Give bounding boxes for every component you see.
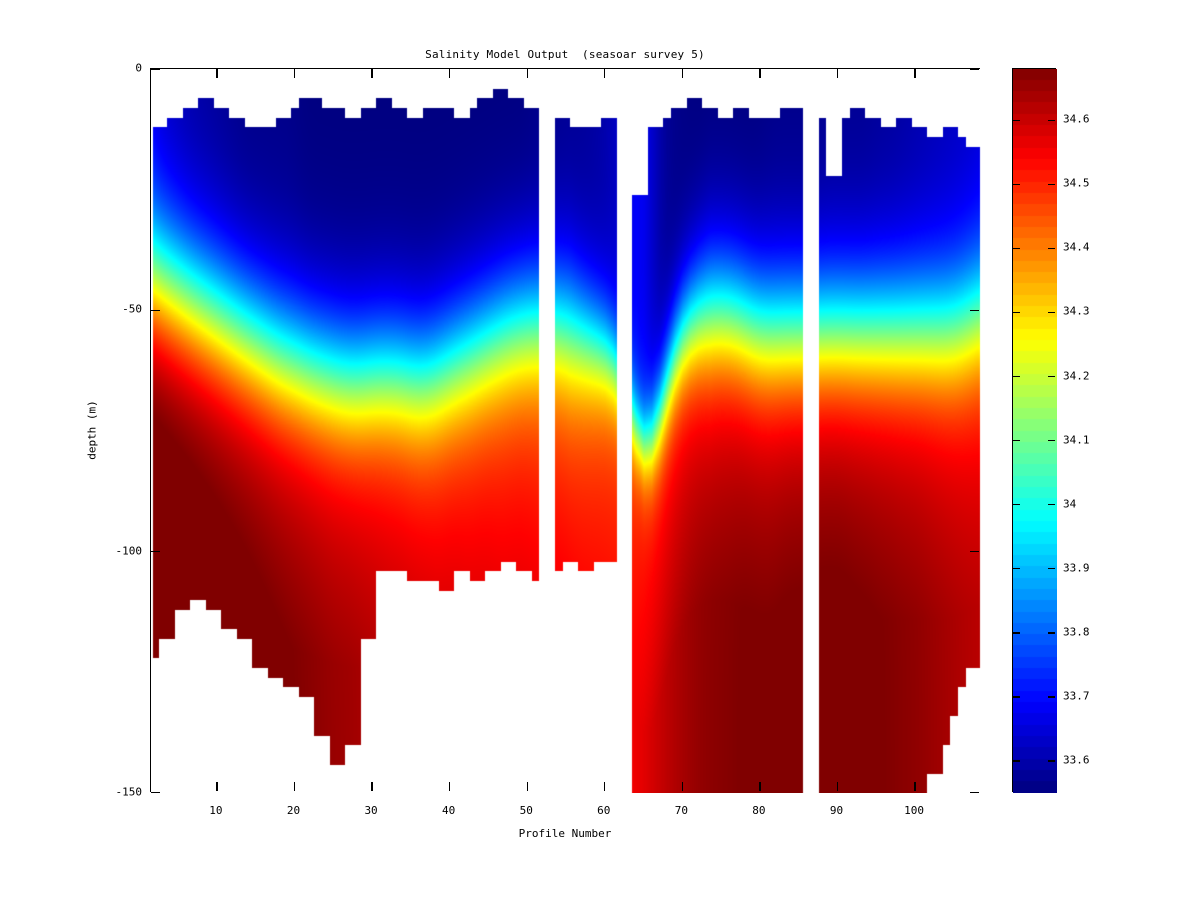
colorbar-tick (1048, 375, 1055, 378)
colorbar-tick-label: 33.6 (1063, 753, 1090, 767)
x-axis-tick (759, 69, 761, 78)
colorbar-tick (1048, 119, 1055, 121)
x-axis-tick-label: 70 (674, 804, 688, 817)
colorbar-tick (1013, 632, 1020, 634)
x-axis-tick-label: 80 (752, 804, 766, 817)
colorbar-tick-label: 34.6 (1063, 112, 1090, 126)
x-axis-tick (836, 69, 839, 78)
x-axis-tick (216, 782, 218, 791)
colorbar-tick (1048, 439, 1055, 442)
colorbar-tick (1048, 696, 1055, 698)
colorbar-tick (1013, 119, 1020, 121)
colorbar-tick-label: 33.9 (1063, 561, 1090, 575)
x-axis-tick (604, 782, 606, 791)
y-axis-tick (151, 69, 160, 71)
x-axis-tick (371, 782, 373, 791)
x-axis-tick (526, 782, 528, 791)
colorbar-tick-label: 33.7 (1063, 689, 1090, 703)
y-axis-tick (970, 309, 979, 312)
x-axis-tick (371, 69, 373, 78)
x-axis-tick (759, 782, 761, 791)
colorbar-tick (1048, 247, 1055, 250)
x-axis-tick (293, 69, 296, 78)
colorbar-tick (1013, 247, 1020, 250)
y-axis-tick (151, 550, 160, 553)
colorbar-tick-label: 34 (1063, 497, 1077, 511)
colorbar-tick-label: 34.4 (1063, 240, 1090, 254)
colorbar (1012, 68, 1057, 793)
colorbar-tick-label: 34.2 (1063, 369, 1090, 383)
salinity-section-heatmap (151, 69, 981, 793)
colorbar-tick (1048, 632, 1055, 634)
colorbar-tick (1013, 696, 1020, 698)
y-axis-tick-label: -150 (115, 785, 143, 799)
x-axis-tick-label: 50 (519, 804, 533, 817)
y-axis-tick (970, 791, 979, 793)
colorbar-tick (1013, 760, 1020, 762)
colorbar-tick-label: 34.5 (1063, 176, 1090, 190)
y-axis-tick-label: -100 (115, 544, 143, 558)
x-axis-tick (914, 782, 916, 791)
colorbar-tick (1048, 503, 1055, 506)
colorbar-tick (1013, 311, 1020, 314)
colorbar-tick (1048, 311, 1055, 314)
x-axis-tick (293, 782, 296, 791)
x-axis-tick (681, 782, 684, 791)
x-axis-tick (604, 69, 606, 78)
x-axis-tick-label: 60 (597, 804, 611, 817)
y-axis-tick (970, 550, 979, 553)
y-axis-label: depth (m) (85, 400, 99, 460)
y-axis-tick (970, 69, 979, 71)
colorbar-tick-label: 34.3 (1063, 304, 1090, 318)
x-axis-tick-label: 30 (364, 804, 378, 817)
colorbar-tick (1048, 568, 1055, 570)
colorbar-tick-label: 33.8 (1063, 625, 1090, 639)
x-axis-tick-label: 40 (442, 804, 456, 817)
y-axis-tick-label: 0 (135, 61, 142, 75)
x-axis-tick-label: 90 (829, 804, 844, 817)
colorbar-tick (1048, 183, 1055, 186)
x-axis-tick-label: 10 (209, 804, 223, 817)
colorbar-tick (1013, 375, 1020, 378)
x-axis-tick (681, 69, 684, 78)
colorbar-tick-label: 34.1 (1063, 433, 1090, 447)
x-axis-tick-label: 20 (286, 804, 301, 817)
colorbar-gradient (1013, 69, 1057, 793)
plot-axes (150, 68, 981, 793)
colorbar-tick (1013, 439, 1020, 442)
x-axis-tick (448, 69, 451, 78)
y-axis-tick-label: -50 (122, 302, 142, 316)
colorbar-tick (1048, 760, 1055, 762)
colorbar-tick (1013, 183, 1020, 186)
y-axis-tick (151, 791, 160, 793)
x-axis-tick (526, 69, 528, 78)
x-axis-tick (914, 69, 916, 78)
x-axis-tick-label: 100 (904, 804, 924, 817)
y-axis-tick (151, 309, 160, 312)
x-axis-tick (216, 69, 218, 78)
x-axis-label: Profile Number (518, 827, 612, 840)
colorbar-tick (1013, 568, 1020, 570)
page-title: Salinity Model Output (seasoar survey 5) (425, 48, 705, 61)
x-axis-tick (836, 782, 839, 791)
colorbar-tick (1013, 503, 1020, 506)
x-axis-tick (448, 782, 451, 791)
